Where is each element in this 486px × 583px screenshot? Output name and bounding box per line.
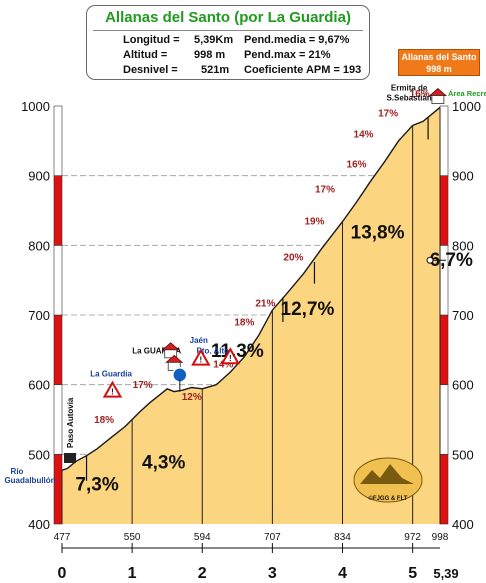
segment-altitude-label: 707 xyxy=(264,532,281,543)
km-tick-label: 1 xyxy=(128,565,137,582)
km-tick-label: 4 xyxy=(338,565,347,582)
km-average-label: 13,8% xyxy=(351,222,405,243)
segment-altitude-label: 998 xyxy=(432,532,449,543)
bridge-icon xyxy=(64,453,76,463)
summit-chapel-icon-roof xyxy=(428,88,447,96)
title-divider xyxy=(93,30,363,31)
right-altitude-band xyxy=(439,314,449,385)
y-tick-label-left: 400 xyxy=(28,517,50,532)
longitud-value: 5,39Km xyxy=(194,34,234,46)
y-tick-label-left: 700 xyxy=(28,308,50,323)
left-altitude-band xyxy=(53,314,63,385)
place-label: Pto. Alto xyxy=(196,346,229,355)
pend-media: Pend.media = 9,67% xyxy=(244,34,350,46)
summary-panel: Allanas del Santo (por La Guardia) Longi… xyxy=(86,5,370,80)
segment-altitude-label: 972 xyxy=(404,532,421,543)
warning-sign-icon-glyph: ! xyxy=(229,354,232,363)
summit-name: Allanas del Santo xyxy=(401,52,477,62)
left-altitude-band xyxy=(53,245,63,316)
warning-sign-icon xyxy=(220,347,241,365)
km-end-label: 5,39 xyxy=(433,566,458,581)
gradient-label: 14% xyxy=(354,129,374,140)
y-tick-label-right: 900 xyxy=(452,169,474,184)
gradient-label: 19% xyxy=(304,216,324,227)
longitud-label: Longitud = xyxy=(123,34,180,46)
town-house-icon-body xyxy=(164,349,178,359)
right-altitude-band xyxy=(439,105,449,176)
segment-altitude-label: 834 xyxy=(334,532,351,543)
summit-altitude: 998 m xyxy=(426,64,452,74)
place-label: La GUARDIA xyxy=(132,346,181,355)
altitud-label: Altitud = xyxy=(123,49,168,61)
river-label: Río xyxy=(11,467,24,476)
gradient-label: 18% xyxy=(94,415,114,426)
altitud-value: 998 m xyxy=(194,49,226,61)
warning-sign-icon xyxy=(102,380,123,398)
y-tick-label-right: 1000 xyxy=(452,99,481,114)
logo-text: ©FJGG & FLT xyxy=(369,495,408,502)
place-label: S.Sebastián xyxy=(386,93,431,102)
gradient-label: 17% xyxy=(133,380,153,391)
y-tick-label-right: 800 xyxy=(452,238,474,253)
y-tick-label-left: 900 xyxy=(28,169,50,184)
desnivel-value: 521m xyxy=(201,64,230,76)
recreation-area-label: Área Recre xyxy=(448,89,486,98)
km-average-label: 6,7% xyxy=(430,250,473,271)
profile-line xyxy=(61,106,441,472)
y-tick-label-left: 1000 xyxy=(21,99,50,114)
gradient-label: 17% xyxy=(315,184,335,195)
y-tick-label-right: 700 xyxy=(452,308,474,323)
warning-sign-icon xyxy=(191,348,211,366)
segment-altitude-label: 550 xyxy=(124,532,141,543)
place-label: Ermita de xyxy=(391,84,428,93)
y-tick-label-left: 600 xyxy=(28,378,50,393)
left-altitude-band xyxy=(53,454,63,525)
logo-mountain-icon xyxy=(360,464,414,484)
y-tick-label-right: 500 xyxy=(452,447,474,462)
y-tick-label-left: 500 xyxy=(28,447,50,462)
gradient-label: 21% xyxy=(255,299,275,310)
gradient-label: 20% xyxy=(283,253,303,264)
right-altitude-band xyxy=(439,454,449,525)
km-average-label: 7,3% xyxy=(75,475,118,496)
pend-max: Pend.max = 21% xyxy=(244,49,331,61)
gradient-label: 16% xyxy=(347,159,367,170)
left-altitude-band xyxy=(53,175,63,246)
profile-area xyxy=(62,107,440,525)
gradient-label: 18% xyxy=(234,317,254,328)
coeficiente-apm: Coeficiente APM = 193 xyxy=(244,64,362,76)
gradient-label: 16% xyxy=(410,89,430,100)
km-average-label: 4,3% xyxy=(142,452,185,473)
pointer-dot xyxy=(426,256,434,264)
gradient-label: 14% xyxy=(213,359,233,370)
km-tick-label: 3 xyxy=(268,565,277,582)
right-altitude-band xyxy=(439,175,449,246)
route-title: Allanas del Santo (por La Guardia) xyxy=(105,9,351,26)
left-altitude-band xyxy=(53,105,63,176)
y-tick-label-left: 800 xyxy=(28,238,50,253)
y-tick-label-right: 600 xyxy=(452,378,474,393)
y-tick-label-right: 400 xyxy=(452,517,474,532)
km-tick-label: 0 xyxy=(58,565,67,582)
warning-sign-icon-glyph: ! xyxy=(111,388,114,397)
river-label: Guadalbullón xyxy=(4,476,55,485)
gradient-label: 17% xyxy=(378,108,398,119)
km-average-label: 12,7% xyxy=(281,299,335,320)
summit-chapel-icon-body xyxy=(431,95,445,104)
km-average-label: 11,3% xyxy=(211,341,264,362)
gradient-label: 12% xyxy=(182,392,202,403)
segment-altitude-label: 477 xyxy=(54,532,71,543)
place-label: La Guardia xyxy=(90,369,132,378)
left-altitude-band xyxy=(53,384,63,455)
right-altitude-band xyxy=(439,384,449,455)
warning-sign-icon-glyph: ! xyxy=(200,356,203,365)
place-label: Jaén xyxy=(190,336,208,345)
km-tick-label: 2 xyxy=(198,565,207,582)
summit-badge: Allanas del Santo 998 m xyxy=(398,49,480,76)
paso-autovia-label: Paso Autovia xyxy=(66,397,75,448)
segment-altitude-label: 594 xyxy=(194,532,211,543)
desnivel-label: Desnivel = xyxy=(123,64,178,76)
km-tick-label: 5 xyxy=(408,565,417,582)
